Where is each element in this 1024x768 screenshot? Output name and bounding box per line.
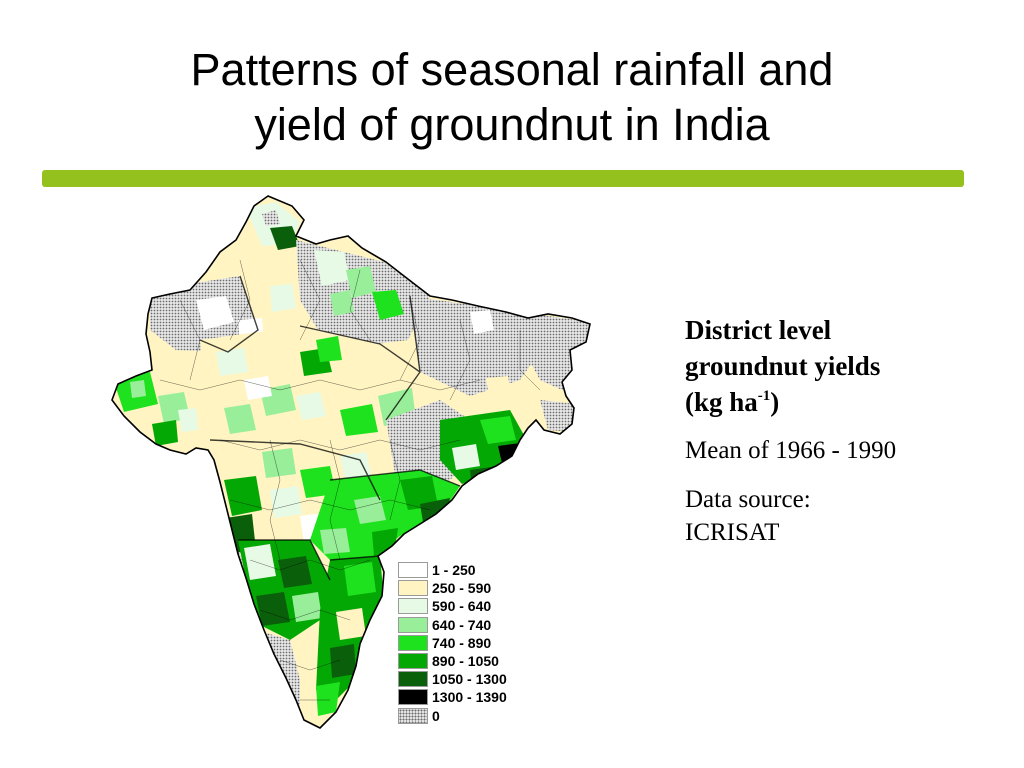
heading-line-1: District level: [685, 315, 832, 345]
legend-heading: District level groundnut yields (kg ha-1…: [685, 312, 985, 420]
legend-item: 0: [398, 707, 507, 725]
legend-label: 250 - 590: [432, 580, 492, 597]
map-legend: 1 - 250 250 - 590 590 - 640 640 - 740 740 - …: [398, 561, 507, 725]
legend-label: 1300 - 1390: [432, 689, 507, 706]
legend-item: 740 - 890: [398, 634, 507, 652]
legend-swatch: [398, 598, 428, 615]
data-source: Data source: ICRISAT: [685, 483, 985, 549]
legend-label: 1050 - 1300: [432, 671, 507, 688]
side-panel: District level groundnut yields (kg ha-1…: [685, 312, 985, 549]
legend-item: 1050 - 1300: [398, 670, 507, 688]
legend-item: 640 - 740: [398, 616, 507, 634]
legend-item: 250 - 590: [398, 579, 507, 597]
legend-label: 740 - 890: [432, 634, 492, 651]
title-divider-bar: [42, 170, 964, 187]
slide-title: Patterns of seasonal rainfall and yield …: [0, 42, 1024, 152]
source-line-1: Data source:: [685, 486, 811, 513]
legend-label: 890 - 1050: [432, 653, 499, 670]
legend-item: 890 - 1050: [398, 652, 507, 670]
mean-period-text: Mean of 1966 - 1990: [685, 437, 897, 464]
legend-swatch: [398, 616, 428, 633]
legend-label: 1 - 250: [432, 562, 476, 579]
legend-item: 1300 - 1390: [398, 688, 507, 706]
legend-swatch: [398, 580, 428, 597]
unit-exponent: -1: [757, 388, 771, 404]
heading-unit: (kg ha-1): [685, 384, 985, 420]
legend-swatch: [398, 562, 428, 579]
legend-swatch: [398, 653, 428, 670]
legend-item: 590 - 640: [398, 597, 507, 615]
legend-label: 590 - 640: [432, 598, 492, 615]
heading-line-2: groundnut yields: [685, 351, 881, 381]
title-line-1: Patterns of seasonal rainfall and: [190, 44, 834, 95]
legend-label: 0: [432, 707, 440, 724]
legend-item: 1 - 250: [398, 561, 507, 579]
title-line-2: yield of groundnut in India: [254, 99, 770, 150]
legend-swatch: [398, 689, 428, 706]
source-line-2: ICRISAT: [685, 519, 780, 546]
legend-swatch: [398, 707, 428, 724]
legend-swatch: [398, 634, 428, 651]
unit-suffix: ): [770, 387, 780, 417]
unit-prefix: (kg ha: [685, 387, 758, 417]
legend-label: 640 - 740: [432, 616, 492, 633]
legend-swatch: [398, 671, 428, 688]
india-map: [111, 195, 591, 729]
